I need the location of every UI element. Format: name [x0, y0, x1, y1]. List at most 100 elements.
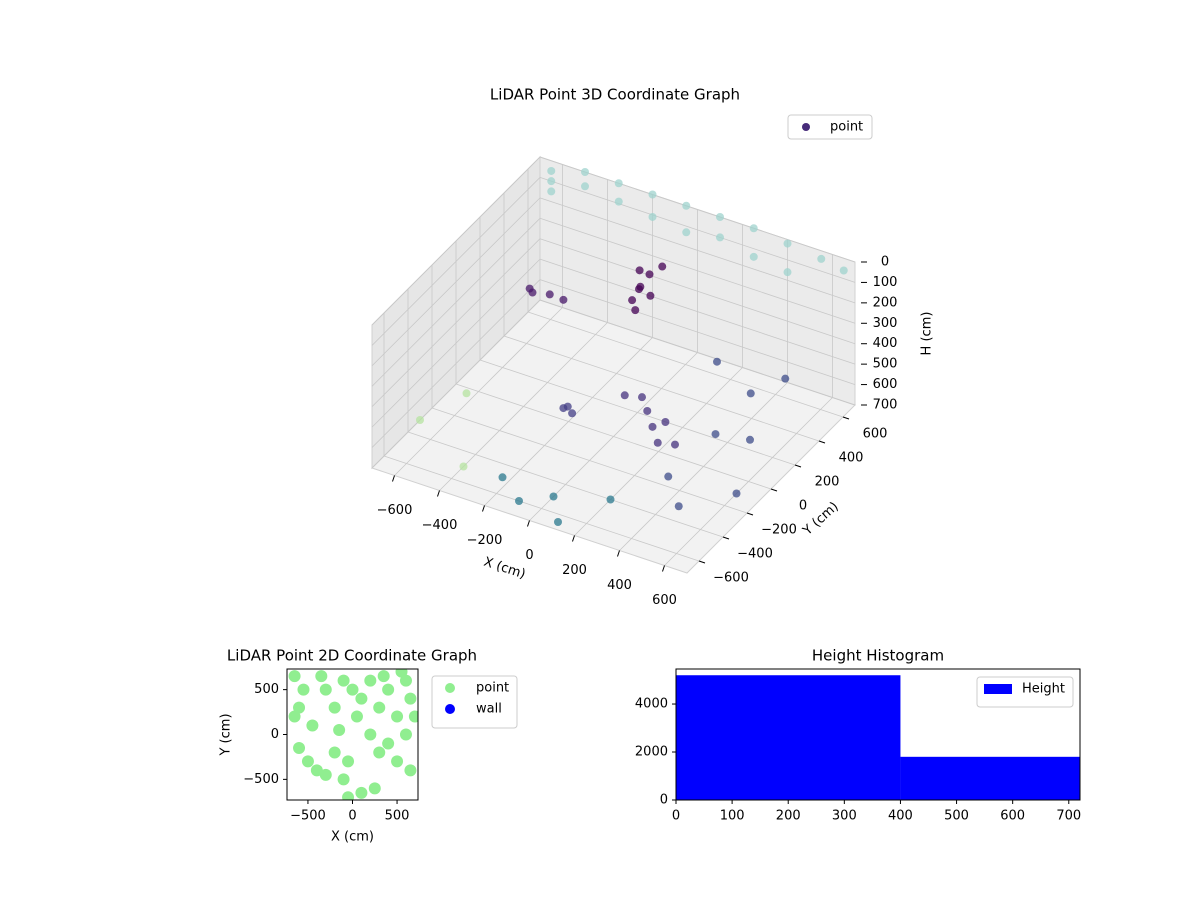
point	[301, 755, 314, 768]
point	[355, 786, 368, 799]
point	[525, 284, 534, 293]
point	[350, 710, 363, 723]
x-tick-label: 700	[1056, 809, 1081, 824]
point	[648, 212, 657, 221]
chart-histogram: 0 100 200 300 400 500 600 700 0 2000 4000 Height Hi…	[635, 647, 1081, 824]
point	[664, 472, 673, 481]
legend-patch	[984, 684, 1012, 694]
grid-line	[539, 238, 856, 345]
x-tick-label: 400	[888, 809, 913, 824]
y-tick-label: −400	[737, 547, 773, 562]
x-tick-label: −400	[422, 518, 458, 533]
point	[293, 701, 306, 714]
point	[643, 406, 652, 415]
point	[628, 296, 637, 305]
point	[373, 746, 386, 759]
point	[391, 755, 404, 768]
y-tick-label: −500	[243, 772, 279, 787]
y-tick-label: −600	[713, 571, 749, 586]
point	[342, 791, 355, 800]
point	[288, 710, 301, 723]
y-tick-label: 400	[839, 451, 864, 466]
chart-title: LiDAR Point 2D Coordinate Graph	[227, 647, 477, 665]
grid-line	[539, 279, 856, 385]
z-tick-label: 600	[873, 377, 898, 392]
grid-line	[371, 197, 541, 367]
x-tick-label: 500	[944, 809, 969, 824]
point	[337, 773, 350, 786]
y-axis-label: Y (cm)	[219, 713, 234, 756]
point	[682, 228, 691, 237]
point	[547, 177, 556, 186]
point	[364, 728, 377, 741]
chart-3d: −600−400−2000200400600−600−400−200020040…	[371, 86, 935, 608]
point	[416, 416, 424, 424]
point	[614, 179, 623, 188]
point	[328, 746, 341, 759]
grid-line	[527, 311, 844, 418]
y-tick-label: 2000	[635, 745, 668, 760]
point	[559, 295, 568, 304]
x-tick-label: 400	[607, 578, 632, 593]
y-tick-label: 0	[271, 727, 279, 742]
point	[783, 268, 792, 277]
chart-2d: −500 0 500 −500 0 500 X (cm) Y (cm) LiDAR Point …	[219, 647, 518, 845]
grid-line	[539, 177, 856, 283]
grid-line	[371, 279, 541, 448]
point	[547, 187, 556, 196]
point	[839, 266, 848, 275]
point	[382, 683, 395, 696]
y-tick-label: 600	[863, 427, 888, 442]
x-tick-label: −500	[290, 809, 326, 824]
point	[310, 764, 323, 777]
y-tick-label: 0	[799, 499, 807, 514]
z-tick-label: 500	[873, 357, 898, 372]
x-tick-label: 100	[720, 809, 745, 824]
point	[328, 701, 341, 714]
point	[342, 755, 355, 768]
point	[661, 418, 670, 426]
point	[648, 190, 657, 199]
plot-area	[288, 669, 418, 800]
point	[635, 266, 644, 275]
point	[732, 489, 741, 498]
legend-label: wall	[476, 702, 502, 717]
x-tick-label: 200	[562, 563, 587, 578]
point	[462, 389, 471, 398]
legend-marker	[445, 704, 455, 714]
point	[674, 502, 683, 511]
point	[346, 683, 359, 696]
point	[648, 422, 657, 431]
x-tick	[482, 505, 485, 512]
bar	[676, 675, 901, 800]
y-tick-label: 4000	[635, 697, 668, 712]
x-tick-label: 0	[525, 548, 533, 563]
x-tick	[527, 520, 530, 527]
x-axis-label: X (cm)	[331, 830, 374, 845]
point	[646, 291, 655, 300]
x-tick-label: 500	[385, 809, 410, 824]
z-tick-label: 700	[873, 398, 898, 413]
grid-line	[371, 299, 541, 469]
point	[716, 213, 724, 221]
grid-line	[539, 217, 856, 324]
bar	[900, 756, 1080, 800]
point	[716, 233, 724, 242]
point	[568, 409, 577, 418]
point	[749, 224, 758, 233]
point	[671, 440, 679, 449]
legend-marker	[802, 123, 810, 131]
y-tick-label: −200	[761, 523, 797, 538]
x-tick-label: 300	[832, 809, 857, 824]
point	[364, 674, 377, 687]
point	[711, 430, 720, 439]
point	[408, 710, 418, 723]
y-tick	[746, 512, 754, 516]
y-tick	[842, 416, 850, 420]
grid-line	[539, 156, 856, 263]
z-tick-label: 200	[873, 295, 898, 310]
point	[373, 701, 386, 714]
point	[746, 435, 754, 444]
y-tick	[698, 560, 706, 564]
point	[781, 374, 790, 383]
